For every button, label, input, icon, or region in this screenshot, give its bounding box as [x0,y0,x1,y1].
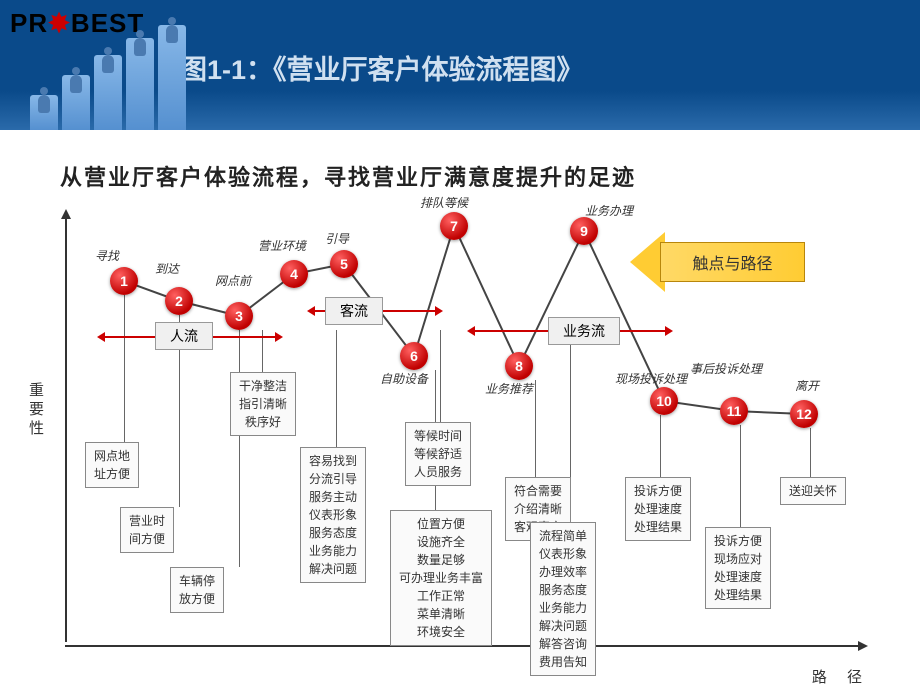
flow-label: 客流 [325,297,383,325]
flow-label: 人流 [155,322,213,350]
node-label-11: 事后投诉处理 [690,360,762,377]
detail-box: 流程简单仪表形象办理效率服务态度业务能力解决问题解答咨询费用告知 [530,522,596,676]
page-title: 图1-1：《营业厅客户体验流程图》 [180,48,584,87]
node-12: 12 [790,400,818,428]
detail-box: 投诉方便现场应对处理速度处理结果 [705,527,771,609]
detail-box: 网点地址方便 [85,442,139,488]
node-3: 3 [225,302,253,330]
node-label-9: 业务办理 [585,202,633,219]
detail-box: 位置方便设施齐全数量足够可办理业务丰富工作正常菜单清晰环境安全 [390,510,492,646]
node-5: 5 [330,250,358,278]
node-7: 7 [440,212,468,240]
drop-line [535,380,536,477]
header: PR✸BEST 图1-1：《营业厅客户体验流程图》 [0,0,920,130]
node-6: 6 [400,342,428,370]
node-8: 8 [505,352,533,380]
node-label-4: 营业环境 [258,237,306,254]
decorative-bars [30,20,210,130]
detail-box: 容易找到分流引导服务主动仪表形象服务态度业务能力解决问题 [300,447,366,583]
drop-line [336,330,337,447]
drop-line [440,330,441,422]
node-label-12: 离开 [795,377,819,394]
node-label-7: 排队等候 [420,194,468,211]
flowchart: 重要性 路 径 触点与路径 1寻找2到达3网点前4营业环境5引导6自助设备7排队… [40,202,880,682]
node-4: 4 [280,260,308,288]
node-9: 9 [570,217,598,245]
detail-box: 送迎关怀 [780,477,846,505]
node-label-3: 网点前 [215,272,251,289]
drop-line [124,295,125,442]
flow-label: 业务流 [548,317,620,345]
content: 从营业厅客户体验流程，寻找营业厅满意度提升的足迹 重要性 路 径 触点与路径 1… [0,130,920,690]
node-label-5: 引导 [325,230,349,247]
drop-line [740,425,741,527]
drop-line [660,415,661,477]
big-arrow: 触点与路径 [630,232,840,292]
node-label-6: 自助设备 [380,370,428,387]
drop-line [810,428,811,477]
node-label-1: 寻找 [95,247,119,264]
subtitle: 从营业厅客户体验流程，寻找营业厅满意度提升的足迹 [60,160,880,192]
node-label-2: 到达 [155,260,179,277]
node-11: 11 [720,397,748,425]
detail-box: 等候时间等候舒适人员服务 [405,422,471,486]
detail-box: 车辆停放方便 [170,567,224,613]
node-1: 1 [110,267,138,295]
drop-line [239,330,240,567]
node-label-8: 业务推荐 [485,380,533,397]
detail-box: 投诉方便处理速度处理结果 [625,477,691,541]
node-10: 10 [650,387,678,415]
detail-box: 干净整洁指引清晰秩序好 [230,372,296,436]
detail-box: 营业时间方便 [120,507,174,553]
node-2: 2 [165,287,193,315]
node-label-10: 现场投诉处理 [615,370,687,387]
big-arrow-label: 触点与路径 [660,242,805,282]
